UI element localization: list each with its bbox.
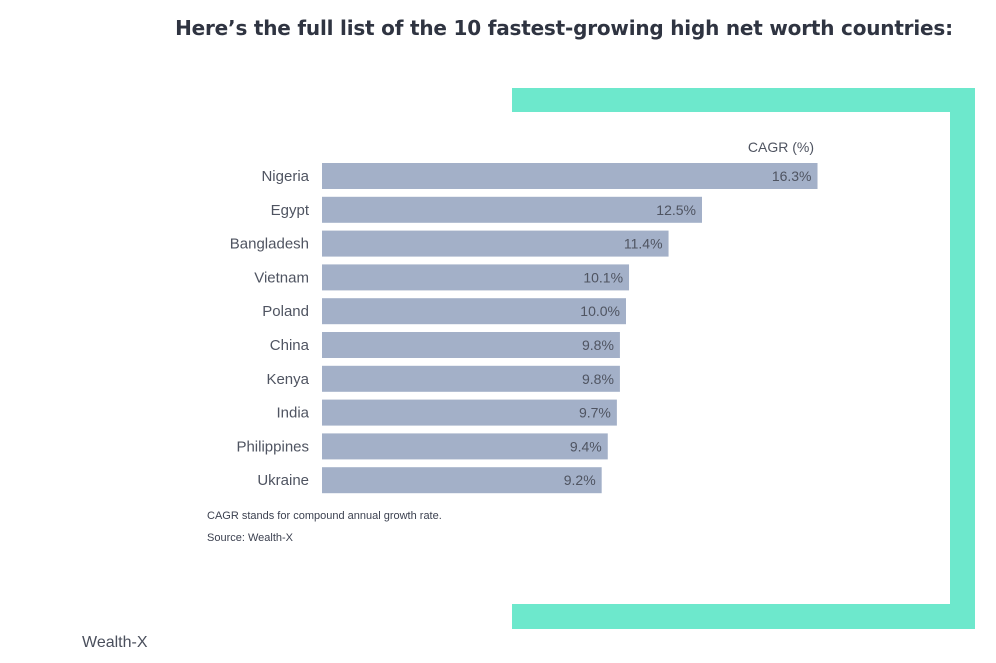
bar-india (322, 399, 617, 426)
image-credit: Wealth-X (82, 634, 148, 651)
chart-note-source: Source: Wealth-X (207, 532, 294, 544)
frame-border-top (512, 88, 975, 112)
data-label-poland: 10.0% (580, 303, 620, 319)
category-label-kenya: Kenya (266, 371, 309, 388)
data-label-india: 9.7% (579, 405, 611, 421)
data-label-bangladesh: 11.4% (624, 236, 663, 252)
category-label-bangladesh: Bangladesh (230, 236, 309, 253)
category-label-poland: Poland (262, 303, 309, 320)
category-label-egypt: Egypt (271, 202, 310, 219)
page-title: Here’s the full list of the 10 fastest-g… (175, 16, 953, 40)
data-label-vietnam: 10.1% (583, 269, 623, 285)
bar-vietnam (322, 264, 630, 291)
category-label-nigeria: Nigeria (261, 168, 309, 185)
data-label-ukraine: 9.2% (564, 472, 596, 488)
data-label-kenya: 9.8% (582, 371, 614, 387)
category-label-china: China (270, 337, 310, 354)
category-label-philippines: Philippines (236, 438, 309, 455)
category-label-ukraine: Ukraine (257, 472, 309, 489)
bar-kenya (322, 365, 620, 392)
bar-china (322, 332, 620, 358)
data-label-nigeria: 16.3% (772, 168, 812, 184)
category-label-india: India (276, 405, 309, 422)
value-axis-label: CAGR (%) (747, 139, 814, 155)
bar-ukraine (322, 467, 602, 494)
bar-bangladesh (322, 230, 669, 257)
bar-nigeria (322, 163, 818, 189)
category-label-vietnam: Vietnam (254, 269, 309, 286)
data-label-philippines: 9.4% (570, 438, 602, 454)
bar-philippines (322, 433, 608, 460)
bar-poland (322, 298, 626, 325)
frame-border-bottom (512, 604, 975, 629)
data-label-china: 9.8% (582, 337, 614, 353)
data-label-egypt: 12.5% (656, 202, 696, 218)
chart-note-cagr: CAGR stands for compound annual growth r… (207, 510, 442, 522)
frame-border-right (950, 88, 975, 629)
bar-egypt (322, 196, 702, 223)
